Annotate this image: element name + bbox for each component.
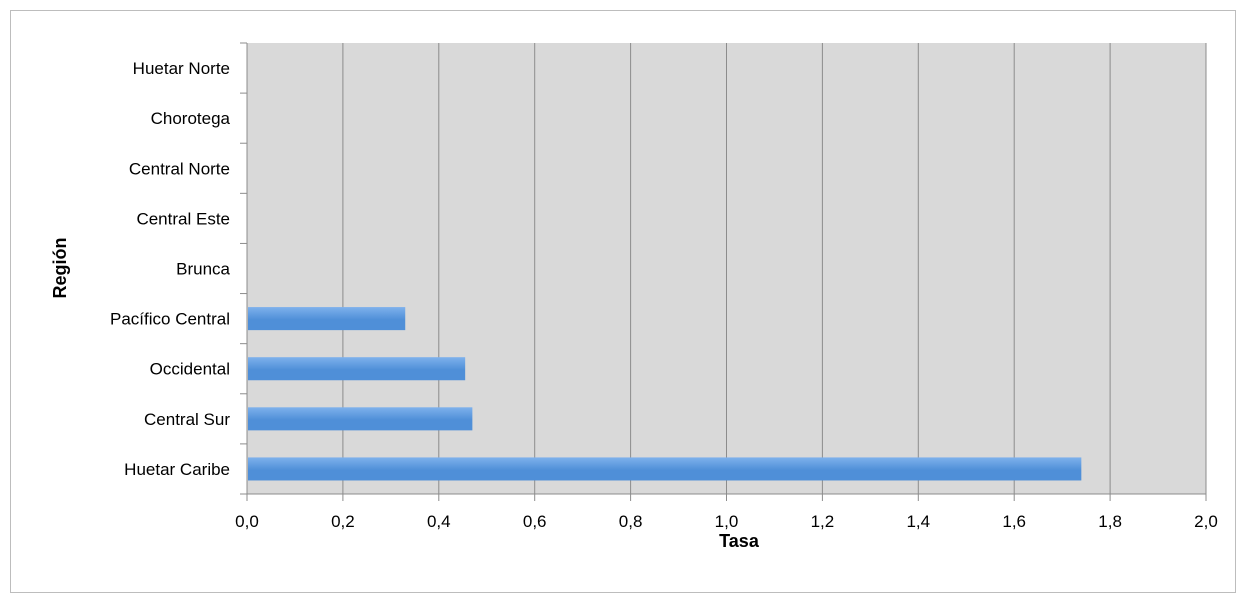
axes [240,42,1206,495]
x-tick-labels: 0,0 0,2 0,4 0,6 0,8 1,0 1,2 1,4 1,6 1,8 2,0 [235,512,1218,531]
y-tick-label: Occidental [150,360,230,379]
y-tick-label: Central Sur [144,410,230,429]
y-tick-label: Chorotega [151,109,231,128]
y-tick-label: Central Este [136,209,230,228]
bars [248,307,1082,481]
bar [248,357,466,381]
x-tick-label: 1,4 [906,512,930,531]
x-tick-label: 0,6 [523,512,547,531]
x-tick-label: 1,6 [1002,512,1026,531]
x-axis-title: Tasa [719,531,760,551]
x-tick-label: 0,8 [619,512,643,531]
y-tick-label: Huetar Norte [133,59,230,78]
x-tick-label: 0,4 [427,512,451,531]
y-tick-label: Central Norte [129,159,230,178]
y-tick-labels: Huetar Caribe Central Sur Occidental Pacífi… [110,59,231,479]
x-tick-label: 0,2 [331,512,355,531]
x-tick-label: 1,0 [715,512,739,531]
bar [248,307,406,331]
y-tick-label: Pacífico Central [110,310,230,329]
y-tick-label: Huetar Caribe [124,460,230,479]
x-tick-label: 1,2 [811,512,835,531]
y-tick-label: Brunca [176,260,230,279]
bar [248,407,473,431]
x-tick-label: 2,0 [1194,512,1218,531]
bar [248,457,1082,481]
x-tick-label: 1,8 [1098,512,1122,531]
x-tick-label: 0,0 [235,512,259,531]
y-axis-title: Región [50,238,70,299]
